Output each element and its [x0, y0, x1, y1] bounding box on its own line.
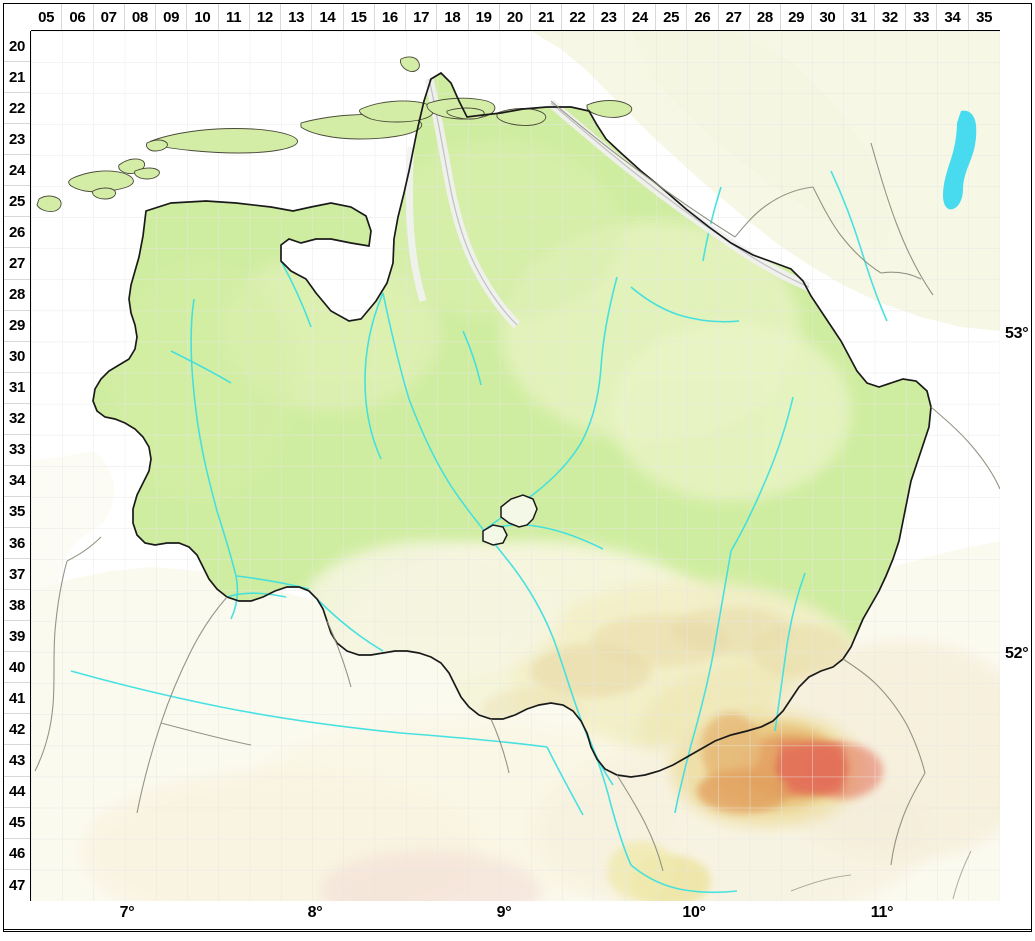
longitude-label-10: 10° — [682, 904, 706, 921]
grid-column-label-22[interactable]: 22 — [562, 4, 594, 30]
elbe-river — [406, 77, 811, 329]
grid-column-label-30[interactable]: 30 — [812, 4, 844, 30]
graticule-grid — [31, 31, 1000, 901]
grid-row-label-22[interactable]: 22 — [4, 93, 30, 125]
grid-row-label-35[interactable]: 35 — [4, 497, 30, 528]
frisian-islands — [36, 56, 633, 212]
grid-row-label-41[interactable]: 41 — [4, 683, 30, 715]
grid-row-label-28[interactable]: 28 — [4, 280, 30, 311]
grid-row-label-33[interactable]: 33 — [4, 435, 30, 466]
grid-column-label-10[interactable]: 10 — [187, 4, 219, 30]
axis-rule — [3, 929, 1032, 930]
grid-row-label-23[interactable]: 23 — [4, 124, 30, 156]
latitude-label-53: 53° — [1005, 325, 1029, 342]
grid-column-label-15[interactable]: 15 — [344, 4, 375, 30]
grid-column-label-35[interactable]: 35 — [976, 8, 993, 26]
grid-column-label-29[interactable]: 29 — [781, 4, 813, 30]
grid-column-label-21[interactable]: 21 — [531, 4, 563, 30]
neighbour-borders — [34, 100, 1000, 872]
grid-row-label-29[interactable]: 29 — [4, 311, 30, 342]
longitude-label-11: 11° — [870, 904, 894, 921]
grid-row-label-37[interactable]: 37 — [4, 559, 30, 591]
grid-row-label-36[interactable]: 36 — [4, 528, 30, 560]
grid-column-label-26[interactable]: 26 — [687, 4, 719, 30]
grid-row-label-47[interactable]: 47 — [8, 876, 26, 894]
lake — [943, 110, 977, 210]
map-canvas[interactable] — [31, 31, 1000, 901]
grid-row-label-21[interactable]: 21 — [4, 62, 30, 94]
grid-row-label-25[interactable]: 25 — [4, 186, 30, 218]
grid-row-label-45[interactable]: 45 — [4, 808, 30, 839]
grid-row-label-34[interactable]: 34 — [4, 466, 30, 497]
longitude-label-7: 7° — [119, 904, 135, 921]
grid-row-label-27[interactable]: 27 — [4, 248, 30, 280]
grid-column-label-13[interactable]: 13 — [281, 4, 313, 30]
grid-column-label-08[interactable]: 08 — [125, 4, 156, 30]
latitude-label-52: 52° — [1005, 645, 1029, 662]
grid-column-label-12[interactable]: 12 — [250, 4, 281, 30]
grid-column-label-11[interactable]: 11 — [219, 4, 250, 30]
grid-column-label-27[interactable]: 27 — [719, 4, 750, 30]
grid-row-label-26[interactable]: 26 — [4, 217, 30, 249]
map-graphic — [31, 31, 1000, 901]
grid-row-label-24[interactable]: 24 — [4, 155, 30, 187]
longitude-axis: 7° 8° 9° 10° 11° — [3, 900, 1032, 935]
longitude-label-8: 8° — [307, 904, 323, 921]
map-frame: 05 06 07 08 09 10 11 12 13 14 15 16 17 18 19 20 21 22 23 24… — [3, 3, 1032, 932]
grid-column-label-24[interactable]: 24 — [625, 4, 656, 30]
grid-column-label-09[interactable]: 09 — [156, 4, 188, 30]
grid-column-label-23[interactable]: 23 — [594, 4, 625, 30]
grid-row-label-31[interactable]: 31 — [4, 373, 30, 404]
grid-row-label-38[interactable]: 38 — [4, 590, 30, 622]
grid-column-label-33[interactable]: 33 — [906, 4, 938, 30]
grid-row-label-30[interactable]: 30 — [4, 342, 30, 373]
grid-row-label-40[interactable]: 40 — [4, 652, 30, 684]
grid-column-label-05[interactable]: 05 — [31, 4, 63, 30]
grid-column-label-20[interactable]: 20 — [500, 4, 531, 30]
grid-column-label-34[interactable]: 34 — [937, 4, 969, 30]
grid-column-label-14[interactable]: 14 — [312, 4, 344, 30]
grid-column-label-31[interactable]: 31 — [844, 4, 875, 30]
grid-column-label-28[interactable]: 28 — [750, 4, 781, 30]
grid-column-label-18[interactable]: 18 — [437, 4, 469, 30]
grid-column-header: 05 06 07 08 09 10 11 12 13 14 15 16 17 18 19 20 21 22 23 24… — [31, 4, 1000, 31]
state-boundary — [92, 71, 932, 778]
far-southeast-borders — [790, 850, 972, 900]
grid-column-label-07[interactable]: 07 — [94, 4, 125, 30]
grid-row-label-39[interactable]: 39 — [4, 621, 30, 653]
grid-row-label-46[interactable]: 46 — [4, 839, 30, 870]
grid-row-header: 20 21 22 23 24 25 26 27 28 29 30 31 32 33 34 35 36 37 38 39… — [4, 31, 31, 901]
grid-column-label-17[interactable]: 17 — [406, 4, 438, 30]
grid-column-label-19[interactable]: 19 — [469, 4, 500, 30]
grid-row-label-43[interactable]: 43 — [4, 745, 30, 777]
grid-row-label-42[interactable]: 42 — [4, 714, 30, 746]
grid-column-label-06[interactable]: 06 — [62, 4, 94, 30]
grid-column-label-16[interactable]: 16 — [375, 4, 406, 30]
grid-column-label-32[interactable]: 32 — [875, 4, 906, 30]
grid-row-label-20[interactable]: 20 — [4, 31, 30, 63]
longitude-label-9: 9° — [496, 904, 512, 921]
grid-row-label-44[interactable]: 44 — [4, 777, 30, 808]
bremen-enclave — [482, 494, 538, 546]
grid-row-label-32[interactable]: 32 — [4, 404, 30, 435]
grid-column-label-25[interactable]: 25 — [656, 4, 688, 30]
